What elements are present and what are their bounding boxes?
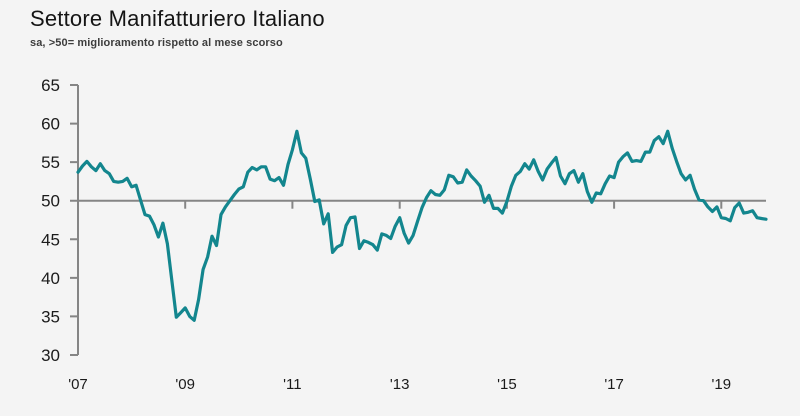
x-axis-tick-label: '11 (283, 376, 301, 393)
y-axis (70, 84, 79, 356)
y-axis-tick-label: 40 (41, 269, 60, 288)
chart-title: Settore Manifatturiero Italiano (30, 6, 325, 31)
x-axis-tick-label: '13 (390, 376, 410, 393)
x-axis-tick-label: '09 (175, 376, 195, 393)
x-axis-tick-label: '07 (68, 376, 88, 393)
x-axis-tick-label: '17 (604, 376, 624, 393)
x-axis-tick-label: '19 (712, 376, 732, 393)
y-axis-tick-label: 35 (41, 307, 60, 326)
y-axis-tick-label: 65 (41, 76, 60, 95)
x-axis-tick-label: '15 (497, 376, 517, 393)
chart-header: Settore Manifatturiero Italiano sa, >50=… (30, 6, 325, 49)
chart-subtitle: sa, >50= miglioramento rispetto al mese … (30, 37, 283, 49)
y-axis-tick-label: 50 (41, 192, 60, 211)
y-axis-tick-label: 30 (41, 346, 60, 365)
y-axis-tick-label: 45 (41, 230, 60, 249)
y-axis-tick-label: 60 (41, 115, 60, 134)
y-axis-tick-label: 55 (41, 153, 60, 172)
pmi-series-line (76, 129, 768, 322)
